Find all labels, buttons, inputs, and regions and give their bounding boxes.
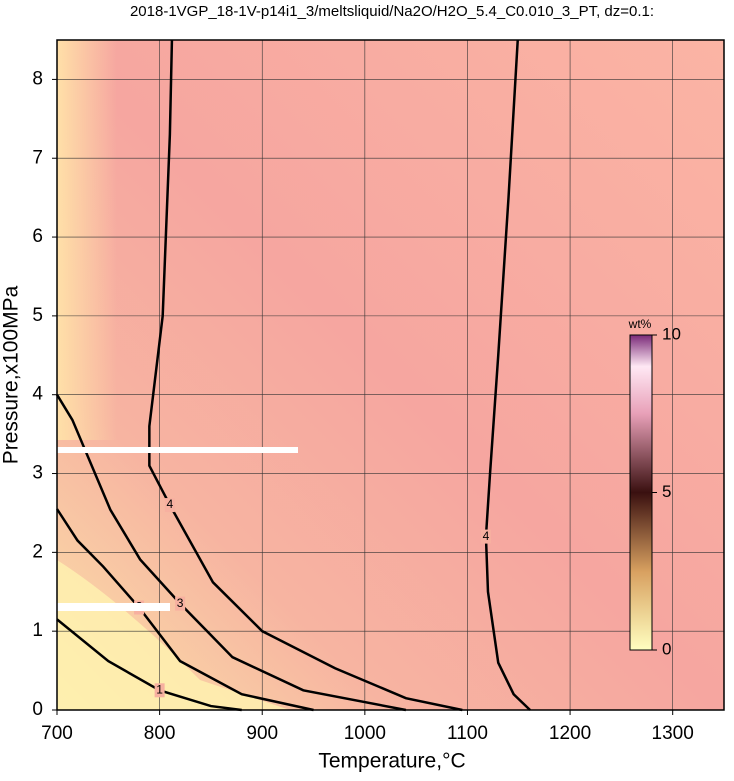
x-tick-label: 800: [144, 723, 176, 744]
colorbar-tick-label: 0: [662, 639, 671, 658]
y-tick-label: 8: [32, 68, 43, 89]
colorbar: [629, 334, 653, 651]
contour-label: 4: [167, 497, 174, 511]
contour-label-bg: [175, 596, 186, 611]
x-tick-label: 1300: [652, 723, 694, 744]
x-tick-label: 1100: [447, 723, 488, 744]
y-tick-label: 7: [32, 147, 43, 168]
x-tick-label: 1000: [344, 723, 386, 744]
y-tick-label: 5: [32, 305, 43, 326]
left-region: [57, 40, 117, 440]
chart-title: 2018-1VGP_18-1V-p14i1_3/meltsliquid/Na2O…: [130, 3, 654, 20]
x-tick-label: 700: [41, 723, 73, 744]
x-tick-label: 1200: [549, 723, 591, 744]
contour-label: 3: [177, 596, 184, 610]
colorbar-tick-label: 10: [662, 324, 681, 343]
y-tick-label: 3: [32, 463, 43, 484]
y-tick-label: 1: [32, 620, 43, 641]
contour-label: 4: [483, 529, 490, 543]
y-tick-label: 6: [32, 226, 43, 247]
low-region: [57, 560, 290, 710]
contour-line: [55, 394, 407, 712]
y-tick-label: 0: [32, 699, 43, 720]
artifact-bar: [57, 447, 298, 453]
y-tick-label: 2: [32, 541, 43, 562]
contour-label-bg: [164, 498, 175, 513]
contour-label-bg: [480, 529, 491, 544]
colorbar-label: wt%: [628, 317, 652, 331]
y-tick-label: 4: [32, 384, 43, 405]
x-axis-label: Temperature,°C: [318, 750, 465, 773]
y-axis-label: Pressure,x100MPa: [0, 285, 23, 464]
artifact-bar: [57, 603, 170, 611]
x-tick-label: 900: [246, 723, 278, 744]
contour-label: 1: [156, 682, 163, 696]
colorbar-tick-label: 5: [662, 482, 671, 501]
plot-frame: [56, 39, 725, 711]
contour-label-bg: [154, 683, 165, 698]
